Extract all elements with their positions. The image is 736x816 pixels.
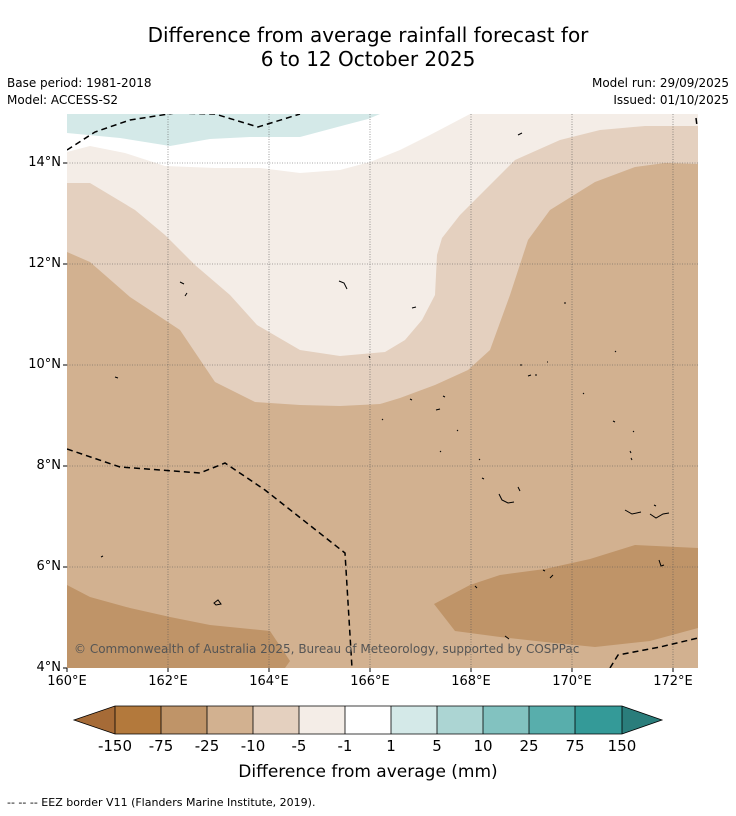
colorbar-extend-max xyxy=(622,706,662,734)
colorbar-tick-label: -75 xyxy=(148,737,174,755)
lon-label: 168°E xyxy=(451,674,491,689)
colorbar-tick-label: -1 xyxy=(337,737,353,755)
base-period-label: Base period: 1981-2018 xyxy=(7,76,152,90)
map-area xyxy=(67,114,698,668)
colorbar-segment xyxy=(299,706,345,734)
lon-label: 166°E xyxy=(350,674,390,689)
lon-label: 172°E xyxy=(653,674,693,689)
chart-title-line-1: Difference from average rainfall forecas… xyxy=(147,23,589,47)
graticule xyxy=(67,114,698,668)
colorbar-tick-label: 1 xyxy=(386,737,396,755)
colorbar-segment xyxy=(253,706,299,734)
region-dry-5 xyxy=(67,114,698,356)
eez-border xyxy=(67,114,698,668)
region-dry-75-southeast xyxy=(434,545,698,647)
colorbar-tick-label: 150 xyxy=(607,737,637,755)
colorbar-extend-min xyxy=(74,706,115,734)
colorbar-tick-label: -150 xyxy=(97,737,133,755)
model-run-label: Model run: 29/09/2025 xyxy=(591,76,729,90)
colorbar-tick-label: -5 xyxy=(291,737,307,755)
colorbar-title: Difference from average (mm) xyxy=(238,762,498,782)
colorbar-tick-label: 10 xyxy=(473,737,493,755)
colorbar-tick-label: 25 xyxy=(519,737,539,755)
colorbar-tick-label: -25 xyxy=(194,737,220,755)
colorbar-segment xyxy=(115,706,161,734)
lat-label: 14°N xyxy=(28,155,61,170)
colorbar-segment xyxy=(575,706,622,734)
copyright-text: © Commonwealth of Australia 2025, Bureau… xyxy=(74,642,579,656)
colorbar-segment xyxy=(483,706,529,734)
eez-legend-note: -- -- -- EEZ border V11 (Flanders Marine… xyxy=(7,796,316,809)
lon-label: 164°E xyxy=(249,674,289,689)
region-wet-1 xyxy=(67,114,380,146)
colorbar-segment xyxy=(161,706,207,734)
colorbar-segment xyxy=(207,706,253,734)
issued-label: Issued: 01/10/2025 xyxy=(613,93,729,107)
colorbar xyxy=(72,705,664,735)
colorbar-segment xyxy=(529,706,575,734)
region-dry-75-southwest xyxy=(67,585,290,668)
colorbar-tick-label: 75 xyxy=(565,737,585,755)
lon-label: 170°E xyxy=(552,674,592,689)
lat-label: 8°N xyxy=(36,458,62,473)
lat-label: 6°N xyxy=(36,559,62,574)
colorbar-segment xyxy=(437,706,483,734)
colorbar-segment xyxy=(391,706,437,734)
lon-label: 160°E xyxy=(47,674,87,689)
lat-label: 10°N xyxy=(28,357,61,372)
islands xyxy=(100,132,670,640)
lat-label: 12°N xyxy=(28,256,61,271)
colorbar-segment xyxy=(345,706,391,734)
model-label: Model: ACCESS-S2 xyxy=(7,93,119,107)
colorbar-tick-label: 5 xyxy=(432,737,442,755)
axis-ticks xyxy=(63,162,674,672)
lat-label: 4°N xyxy=(36,660,62,675)
colorbar-tick-label: -10 xyxy=(240,737,266,755)
lon-label: 162°E xyxy=(148,674,188,689)
chart-title-line-2: 6 to 12 October 2025 xyxy=(260,47,476,71)
